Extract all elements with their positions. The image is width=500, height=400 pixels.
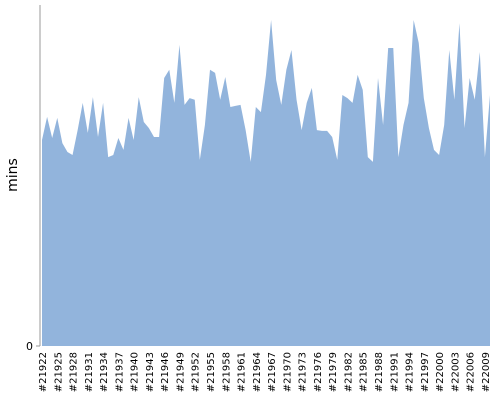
x-tick-label: #21937 [114,352,125,392]
x-tick-label: #22006 [466,352,477,392]
x-tick-label: #21997 [420,352,431,392]
x-tick-label: #21991 [389,352,400,392]
x-tick-label: #21994 [405,352,416,392]
x-tick-label: #21922 [38,352,49,392]
x-tick-label: #21967 [267,352,278,392]
x-tick-label: #22000 [435,352,446,392]
x-tick-label: #21958 [221,352,232,392]
y-axis-label: mins [5,158,21,192]
x-tick-label: #21931 [84,352,95,392]
x-tick-label: #21955 [206,352,217,392]
x-tick-label: #21952 [191,352,202,392]
y-tick-label: 0 [26,340,33,353]
x-tick-label: #21982 [343,352,354,392]
x-tick-label: #21940 [130,352,141,392]
x-tick-label: #21934 [99,352,110,392]
x-tick-label: #21973 [298,352,309,392]
x-tick-label: #21970 [282,352,293,392]
x-tick-label: #21985 [359,352,370,392]
x-tick-label: #21949 [175,352,186,392]
x-tick-label: #21961 [237,352,248,392]
x-tick-label: #22003 [450,352,461,392]
x-tick-label: #21943 [145,352,156,392]
x-tick-label: #21979 [328,352,339,392]
x-tick-label: #21988 [374,352,385,392]
area [42,20,490,347]
x-tick-label: #21946 [160,352,171,392]
x-tick-label: #21964 [252,352,263,392]
x-tick-label: #21976 [313,352,324,392]
x-tick-label: #21928 [69,352,80,392]
x-tick-label: #21925 [53,352,64,392]
x-tick-label: #22009 [481,352,492,392]
